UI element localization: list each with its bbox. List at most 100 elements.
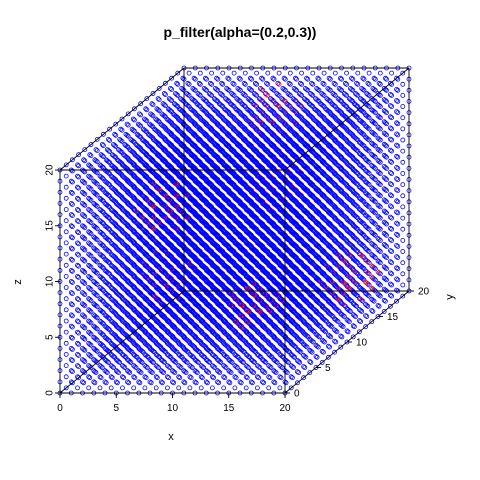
- data-point: [389, 271, 395, 277]
- data-point: [382, 187, 388, 193]
- data-point: [360, 75, 366, 81]
- data-point: [382, 276, 388, 282]
- data-point: [389, 193, 395, 199]
- data-point: [376, 214, 382, 220]
- data-point: [355, 81, 361, 87]
- data-point: [345, 318, 351, 324]
- data-point: [219, 80, 225, 86]
- data-point: [376, 114, 382, 120]
- data-point: [382, 142, 388, 148]
- data-point: [395, 143, 401, 149]
- data-point: [394, 287, 400, 293]
- data-point: [376, 281, 382, 287]
- data-point: [143, 117, 149, 123]
- data-point: [270, 87, 276, 92]
- data-point: [161, 91, 167, 96]
- data-point: [387, 158, 393, 164]
- data-point: [389, 93, 395, 98]
- data-point: [236, 75, 242, 81]
- data-point: [230, 92, 236, 97]
- data-point: [395, 210, 401, 216]
- data-point: [387, 114, 393, 120]
- data-point: [225, 87, 231, 92]
- data-point: [338, 333, 344, 339]
- data-point: [387, 259, 393, 265]
- data-point: [395, 110, 401, 115]
- data-point: [387, 192, 393, 198]
- data-point: [389, 148, 395, 154]
- data-point: [281, 75, 287, 81]
- data-point: [369, 308, 375, 313]
- data-point: [387, 248, 393, 254]
- data-point: [305, 76, 311, 82]
- data-point: [400, 81, 406, 87]
- data-point: [382, 254, 388, 260]
- data-point: [376, 225, 382, 231]
- data-point: [304, 87, 310, 92]
- data-point: [387, 92, 393, 97]
- data-point: [358, 308, 364, 313]
- data-point: [264, 80, 270, 86]
- data-point: [381, 297, 387, 303]
- data-point: [287, 70, 293, 76]
- data-point: [394, 176, 400, 182]
- data-point: [382, 153, 388, 159]
- data-point: [400, 115, 406, 121]
- data-point: [395, 266, 401, 272]
- data-point: [161, 102, 167, 108]
- data-point: [382, 176, 388, 182]
- data-point: [363, 313, 369, 319]
- data-point: [400, 70, 406, 76]
- data-point: [394, 109, 400, 114]
- data-point: [371, 87, 377, 92]
- data-point: [310, 81, 316, 87]
- data-point: [394, 265, 400, 271]
- data-point: [400, 215, 406, 221]
- data-point: [394, 164, 400, 170]
- data-point: [196, 80, 202, 86]
- data-point: [299, 81, 305, 87]
- data-point: [237, 76, 243, 82]
- data-point: [297, 80, 303, 86]
- data-point: [395, 121, 401, 127]
- data-point: [382, 265, 388, 271]
- data-point: [286, 80, 292, 86]
- chart-title: p_filter(alpha=(0.2,0.3)): [164, 24, 317, 40]
- data-point: [387, 136, 393, 142]
- data-point: [394, 231, 400, 237]
- data-point: [320, 92, 326, 97]
- data-point: [254, 70, 260, 76]
- data-point: [382, 209, 388, 215]
- data-point: [395, 132, 401, 138]
- data-point: [389, 104, 395, 109]
- data-point: [275, 92, 281, 97]
- data-point: [191, 75, 197, 81]
- data-point: [265, 70, 271, 76]
- data-point: [236, 87, 242, 92]
- data-point: [144, 107, 150, 113]
- data-point: [382, 298, 388, 304]
- data-point: [242, 70, 248, 76]
- data-point: [382, 120, 388, 126]
- data-point: [394, 120, 400, 126]
- data-point: [130, 127, 136, 133]
- data-point: [389, 182, 395, 188]
- data-point: [130, 116, 136, 122]
- data-point: [136, 122, 142, 128]
- data-point: [394, 298, 400, 304]
- data-point: [275, 80, 281, 86]
- data-point: [370, 297, 376, 303]
- z-axis-label: z: [12, 279, 24, 285]
- data-point: [382, 231, 388, 237]
- data-point: [282, 76, 288, 82]
- data-point: [354, 80, 360, 86]
- data-point: [259, 87, 265, 92]
- data-point: [271, 76, 277, 82]
- data-point: [395, 277, 401, 283]
- data-point: [400, 93, 406, 98]
- data-point: [389, 126, 395, 132]
- data-point: [242, 81, 248, 87]
- data-point: [315, 87, 321, 92]
- data-point: [376, 80, 382, 86]
- data-point: [377, 81, 383, 87]
